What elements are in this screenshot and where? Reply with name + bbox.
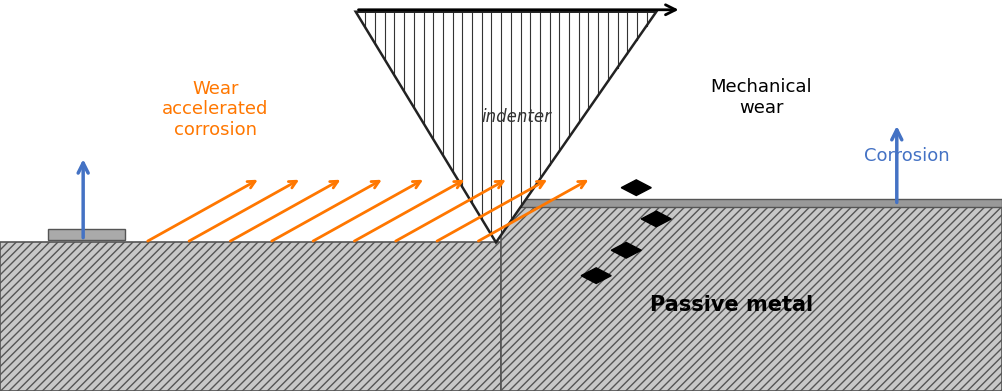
Text: Mechanical
wear: Mechanical wear [710, 78, 813, 117]
Text: Corrosion: Corrosion [864, 147, 950, 165]
Text: Passive metal: Passive metal [650, 295, 813, 315]
Bar [501, 199, 1002, 207]
Polygon shape [0, 242, 501, 391]
Polygon shape [611, 242, 641, 258]
Polygon shape [501, 207, 1002, 391]
Polygon shape [356, 12, 656, 242]
Polygon shape [621, 180, 651, 196]
Bar [48, 229, 125, 240]
Text: indenter: indenter [481, 108, 551, 126]
Polygon shape [641, 211, 671, 227]
Text: Wear
accelerated
corrosion: Wear accelerated corrosion [162, 80, 269, 139]
Polygon shape [581, 268, 611, 283]
